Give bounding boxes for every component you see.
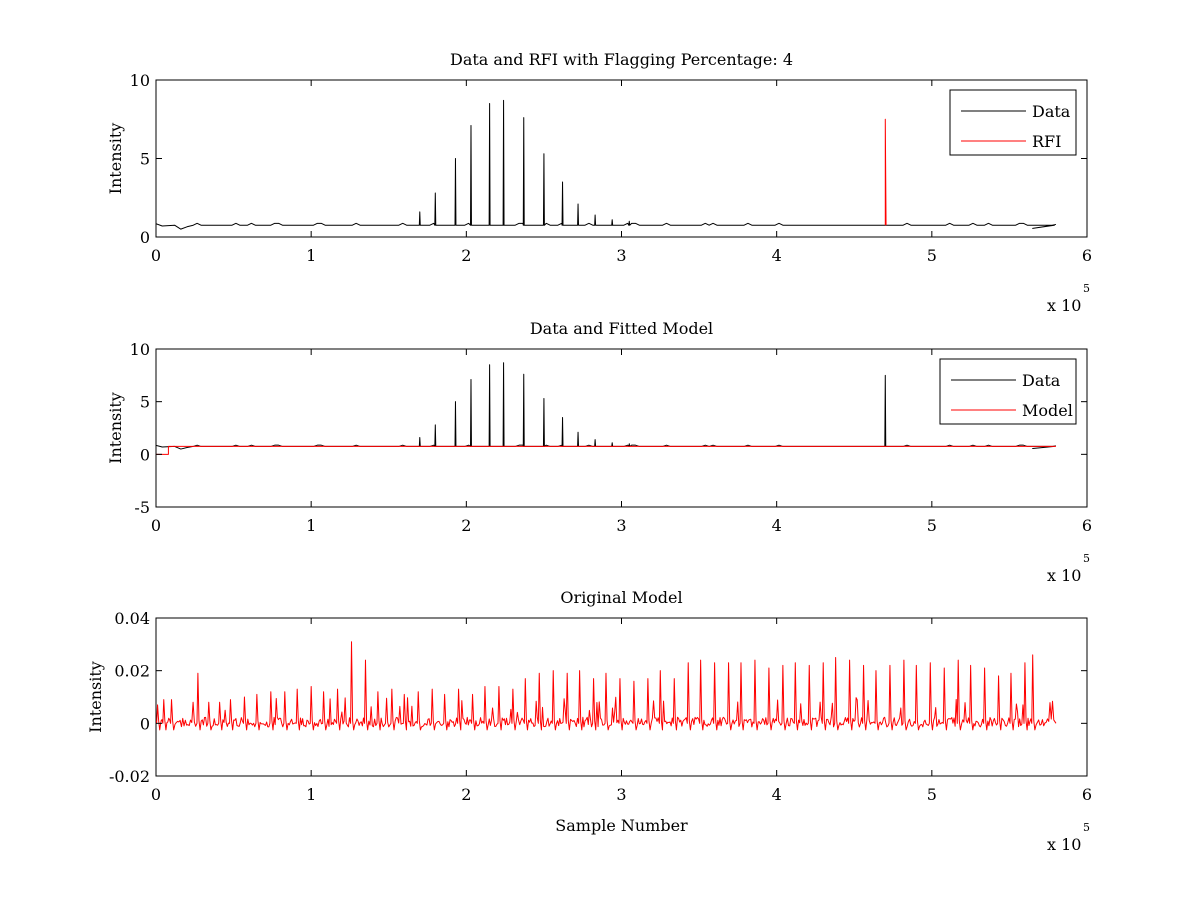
y-tick-label: 0.04 <box>114 609 150 628</box>
x-tick-label: 4 <box>772 785 782 804</box>
plot-area <box>155 348 1088 508</box>
x-tick-label: 2 <box>461 516 471 535</box>
x-exponent-label: x 10 <box>1047 296 1081 315</box>
x-tick-label: 6 <box>1082 246 1092 265</box>
x-tick-label: 4 <box>772 516 782 535</box>
legend: Data Model <box>939 358 1077 425</box>
series-line-rfi <box>884 118 887 226</box>
x-tick-label: 6 <box>1082 516 1092 535</box>
x-exponent-power: 5 <box>1083 282 1090 295</box>
chart-title: Original Model <box>560 588 682 607</box>
y-axis-label: Intensity <box>106 123 125 195</box>
plot-area <box>155 79 1088 238</box>
x-tick-label: 6 <box>1082 785 1092 804</box>
legend: Data RFI <box>949 89 1077 156</box>
x-exponent-power: 5 <box>1083 552 1090 565</box>
plot-area <box>155 617 1088 777</box>
data-layer <box>156 99 1057 230</box>
legend-box <box>949 89 1077 156</box>
legend-label-data: Data <box>1022 371 1061 390</box>
y-tick-label: -5 <box>134 498 150 517</box>
y-tick-label: 0 <box>140 714 150 733</box>
y-tick-label: 0 <box>140 228 150 247</box>
x-tick-label: 0 <box>151 785 161 804</box>
x-tick-label: 3 <box>616 246 626 265</box>
x-tick-label: 5 <box>927 785 937 804</box>
chart-title: Data and RFI with Flagging Percentage: 4 <box>450 50 793 69</box>
data-layer <box>156 641 1057 731</box>
y-tick-label: 10 <box>130 340 150 359</box>
x-tick-label: 2 <box>461 246 471 265</box>
data-layer <box>156 362 1057 455</box>
x-exponent-label: x 10 <box>1047 566 1081 585</box>
legend-label-model: Model <box>1022 401 1073 420</box>
series-line-data <box>156 99 1057 230</box>
legend-label-rfi: RFI <box>1032 132 1061 151</box>
x-tick-label: 1 <box>306 516 316 535</box>
x-tick-label: 3 <box>616 516 626 535</box>
x-tick-label: 0 <box>151 516 161 535</box>
legend-label-data: Data <box>1032 102 1071 121</box>
x-exponent-power: 5 <box>1083 821 1090 834</box>
x-tick-label: 1 <box>306 785 316 804</box>
series-line-model <box>156 445 1056 455</box>
series-line-model-0 <box>156 641 1057 731</box>
y-tick-label: 0.02 <box>114 662 150 681</box>
x-tick-label: 5 <box>927 516 937 535</box>
x-tick-label: 1 <box>306 246 316 265</box>
y-axis-label: Intensity <box>106 392 125 464</box>
y-tick-label: 0 <box>140 445 150 464</box>
x-exponent-label: x 10 <box>1047 835 1081 854</box>
y-axis-label: Intensity <box>86 661 105 733</box>
x-tick-label: 5 <box>927 246 937 265</box>
x-axis-label: Sample Number <box>555 816 688 835</box>
x-tick-label: 2 <box>461 785 471 804</box>
x-tick-label: 0 <box>151 246 161 265</box>
chart-title: Data and Fitted Model <box>530 319 713 338</box>
y-tick-label: 5 <box>140 393 150 412</box>
y-tick-label: -0.02 <box>109 767 150 786</box>
y-tick-label: 10 <box>130 71 150 90</box>
x-tick-label: 3 <box>616 785 626 804</box>
legend-box <box>939 358 1077 425</box>
x-tick-label: 4 <box>772 246 782 265</box>
y-tick-label: 5 <box>140 150 150 169</box>
